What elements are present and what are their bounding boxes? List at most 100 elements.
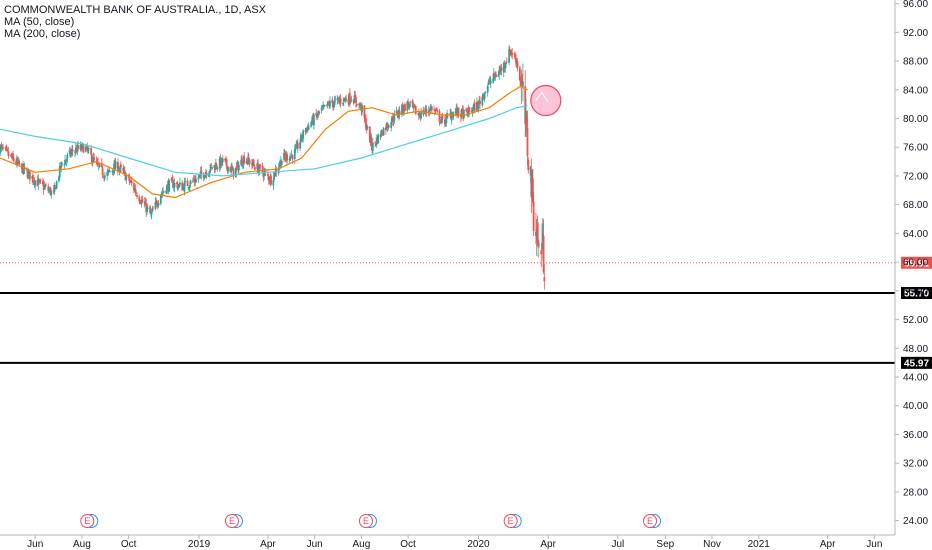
candle-body	[398, 110, 401, 115]
candle-body	[171, 177, 174, 181]
candle-body	[120, 164, 122, 168]
candle-body	[337, 98, 340, 100]
x-tick-label: Jun	[866, 539, 882, 550]
candle-body	[1, 146, 4, 147]
candle-body	[146, 207, 149, 209]
earnings-marker	[503, 514, 518, 528]
candle-body	[150, 211, 153, 215]
candle-body	[450, 114, 453, 121]
candle-body	[227, 167, 230, 172]
candle-body	[487, 82, 490, 86]
candle-body	[280, 160, 283, 166]
candle-body	[60, 162, 63, 168]
candle-body	[445, 115, 448, 124]
y-tick-label: 56.00	[903, 286, 928, 297]
candle-body	[200, 170, 203, 175]
y-tick-label: 40.00	[903, 401, 928, 412]
y-tick-label: 64.00	[903, 229, 928, 240]
candle-body	[32, 174, 34, 182]
candle-body	[492, 78, 494, 82]
candle-body	[307, 125, 310, 131]
candle-body	[433, 109, 436, 111]
candle-body	[540, 250, 543, 255]
candle-body	[117, 161, 119, 172]
candle-body	[477, 100, 480, 110]
earnings-label: E	[363, 516, 369, 526]
candle-body	[286, 154, 289, 161]
candle-body	[273, 172, 275, 180]
candle-body	[291, 154, 294, 160]
candle-body	[188, 185, 191, 188]
candle-body	[366, 126, 369, 129]
candle-body	[247, 157, 250, 161]
candle-body	[27, 171, 30, 178]
candle-body	[28, 171, 31, 180]
candle-body	[414, 105, 417, 115]
candle-body	[12, 153, 14, 158]
candle-body	[87, 149, 89, 151]
candle-body	[315, 113, 318, 116]
candle-body	[139, 200, 142, 203]
candle-body	[524, 86, 527, 124]
candle-body	[267, 176, 270, 181]
candle-body	[183, 182, 186, 192]
annotation-layer	[530, 84, 562, 117]
y-tick-label: 28.00	[903, 487, 928, 498]
candle-body	[151, 208, 154, 212]
candle-body	[65, 159, 68, 162]
candle-body	[175, 182, 178, 184]
candle-body	[241, 159, 243, 166]
level-price-tag	[901, 286, 932, 299]
candle-body	[514, 55, 517, 59]
candle-body	[387, 126, 390, 129]
candle-body	[316, 112, 319, 117]
candle-body	[259, 164, 262, 167]
candle-body	[248, 160, 251, 165]
candle-body	[6, 150, 9, 152]
candle-body	[179, 182, 181, 185]
candle-body	[483, 93, 486, 99]
candle-body	[471, 110, 474, 113]
candle-body	[133, 183, 135, 191]
candle-body	[502, 62, 505, 73]
y-tick-label: 68.00	[903, 200, 928, 211]
candle-body	[211, 166, 213, 169]
x-tick-label: Jun	[27, 539, 43, 550]
candle-body	[542, 235, 545, 273]
candle-body	[532, 201, 535, 232]
y-tick-label: 32.00	[903, 459, 928, 470]
candle-body	[189, 180, 192, 185]
candle-body	[436, 109, 439, 112]
candle-body	[355, 97, 357, 104]
candle-body	[50, 190, 53, 195]
candle-body	[290, 155, 292, 158]
candle-body	[332, 103, 335, 108]
candle-body	[457, 107, 460, 114]
candle-body	[58, 176, 60, 181]
candle-body	[54, 187, 57, 190]
candle-body	[392, 120, 395, 122]
candle-body	[87, 148, 90, 150]
candle-body	[353, 95, 356, 104]
candle-body	[82, 145, 85, 153]
y-tick-label: 36.00	[903, 430, 928, 441]
earnings-label: E	[508, 516, 514, 526]
candle-body	[38, 179, 40, 181]
candle-body	[184, 181, 187, 182]
candle-body	[146, 207, 148, 213]
candle-body	[408, 103, 411, 107]
candle-body	[159, 195, 162, 204]
candle-body	[368, 126, 371, 143]
candle-body	[193, 178, 196, 182]
candle-body	[243, 156, 246, 163]
candle-body	[135, 193, 138, 195]
candle-body	[277, 167, 280, 174]
candle-body	[348, 92, 351, 103]
candle-body	[465, 108, 468, 111]
candle-body	[130, 181, 133, 184]
candle-body	[489, 80, 492, 84]
x-tick-label: Aug	[73, 539, 91, 550]
candle-body	[253, 164, 256, 167]
candle-body	[505, 62, 507, 65]
